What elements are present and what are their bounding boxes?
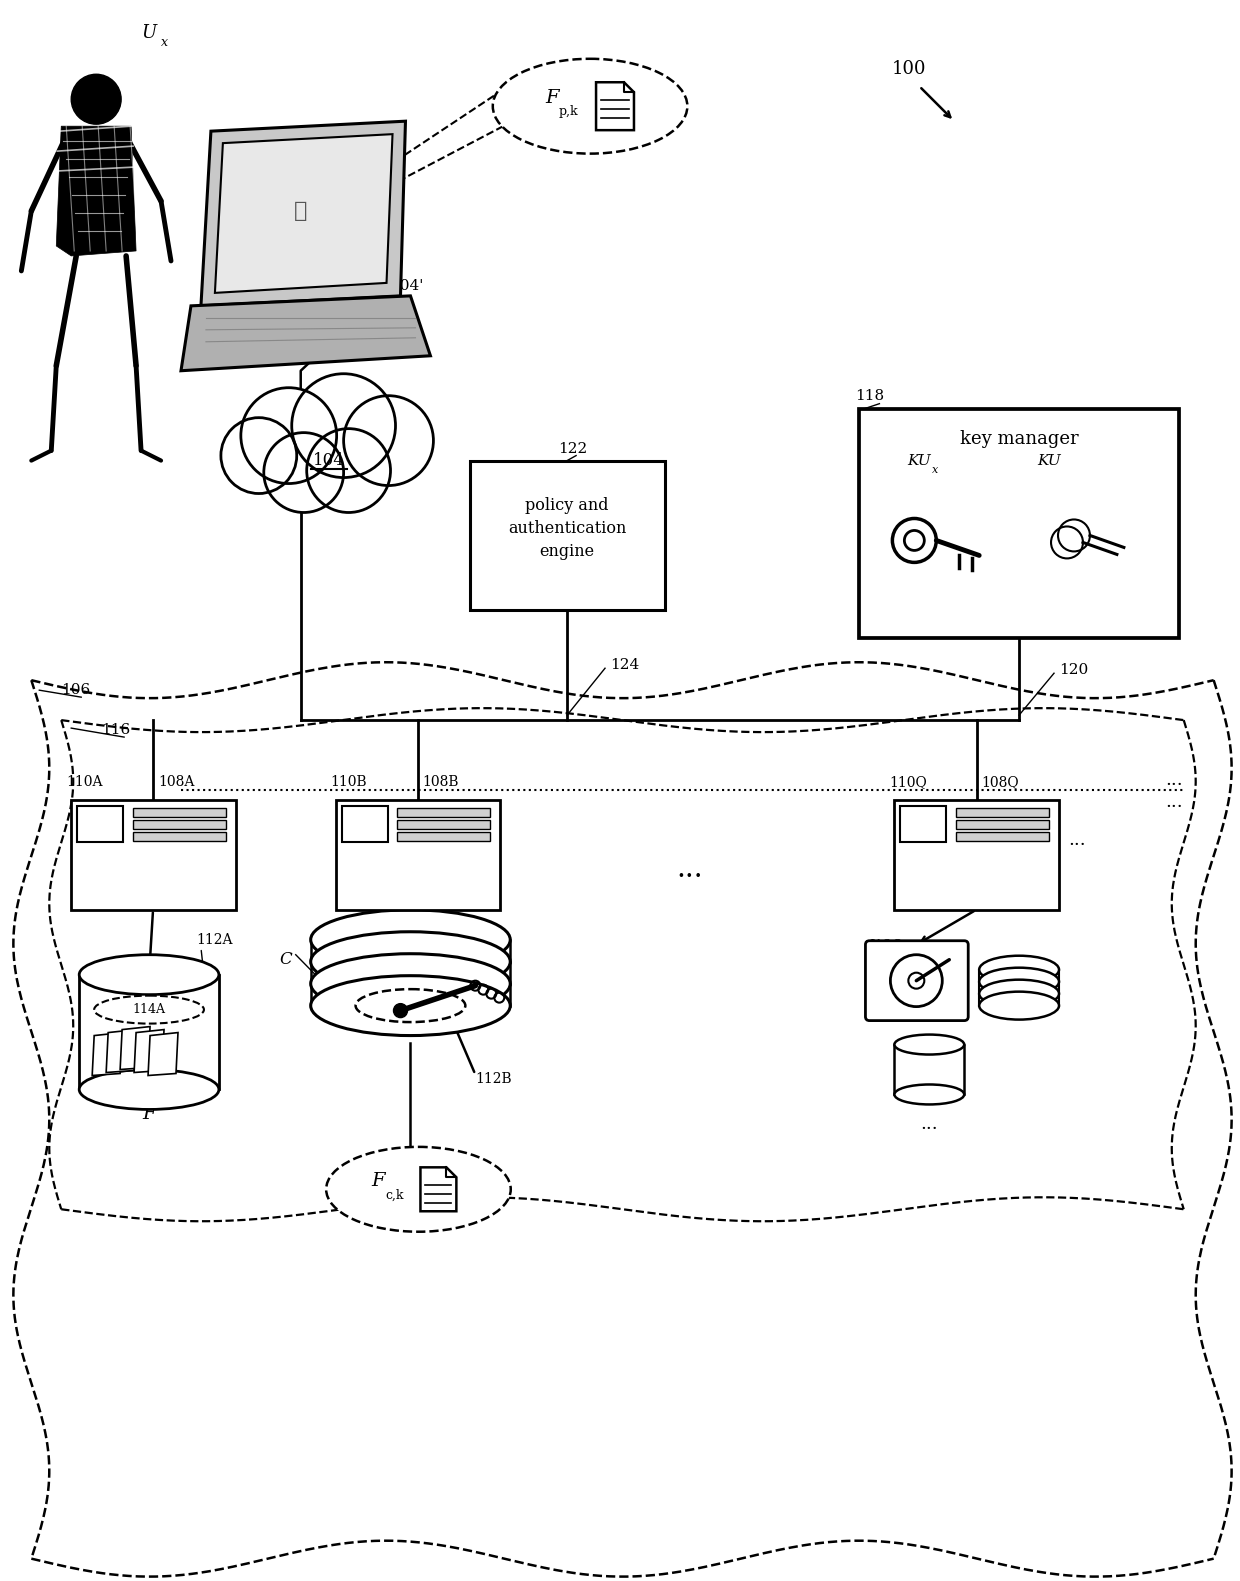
Text: ...: ... <box>1164 794 1183 811</box>
Polygon shape <box>56 126 136 256</box>
Circle shape <box>71 74 122 125</box>
Polygon shape <box>201 122 405 305</box>
Text: 106: 106 <box>62 683 91 697</box>
FancyBboxPatch shape <box>398 821 490 828</box>
Polygon shape <box>134 1029 164 1072</box>
Ellipse shape <box>94 996 203 1023</box>
Ellipse shape <box>311 975 510 1036</box>
Text: authentication: authentication <box>508 520 626 538</box>
Text: F: F <box>143 1105 156 1124</box>
Text: 100: 100 <box>892 60 926 79</box>
Text: c,k: c,k <box>386 1189 404 1202</box>
FancyBboxPatch shape <box>133 808 226 817</box>
Ellipse shape <box>311 909 510 969</box>
Polygon shape <box>92 1032 122 1075</box>
Text: x: x <box>932 465 939 474</box>
Ellipse shape <box>894 1034 965 1055</box>
Polygon shape <box>107 1029 136 1072</box>
Ellipse shape <box>311 953 510 1013</box>
Text: 102: 102 <box>224 304 253 318</box>
FancyBboxPatch shape <box>77 806 123 843</box>
Text: 108A: 108A <box>157 775 195 789</box>
Circle shape <box>291 373 396 477</box>
Text: 116: 116 <box>102 723 130 737</box>
Text: ...: ... <box>677 857 703 884</box>
Text: 118: 118 <box>854 389 884 403</box>
Text: 124: 124 <box>610 658 640 672</box>
Text: I12Q: I12Q <box>869 938 904 952</box>
Polygon shape <box>148 1032 179 1075</box>
Text: engine: engine <box>539 542 595 560</box>
FancyBboxPatch shape <box>342 806 388 843</box>
FancyBboxPatch shape <box>956 821 1049 828</box>
Ellipse shape <box>79 955 219 994</box>
FancyBboxPatch shape <box>133 821 226 828</box>
Ellipse shape <box>980 968 1059 996</box>
Text: KU: KU <box>908 454 931 468</box>
Text: F: F <box>546 89 559 108</box>
Text: 110A: 110A <box>66 775 103 789</box>
Circle shape <box>393 1004 408 1018</box>
Text: KU: KU <box>1037 454 1061 468</box>
Polygon shape <box>215 134 393 292</box>
Circle shape <box>306 428 391 512</box>
Text: C: C <box>279 952 293 968</box>
Text: key manager: key manager <box>960 430 1079 447</box>
Text: 108B: 108B <box>423 775 459 789</box>
FancyBboxPatch shape <box>470 460 665 610</box>
Ellipse shape <box>492 58 687 153</box>
Text: ...: ... <box>1164 772 1183 789</box>
FancyBboxPatch shape <box>71 800 236 909</box>
Text: ...: ... <box>1068 832 1086 849</box>
FancyBboxPatch shape <box>239 425 403 481</box>
Circle shape <box>343 395 434 485</box>
Circle shape <box>221 417 296 493</box>
Polygon shape <box>120 1026 150 1069</box>
Text: U: U <box>141 24 156 43</box>
Text: 104: 104 <box>312 452 345 470</box>
Ellipse shape <box>980 980 1059 1007</box>
Ellipse shape <box>79 1069 219 1110</box>
Ellipse shape <box>311 931 510 991</box>
Text: 122: 122 <box>558 441 588 455</box>
Ellipse shape <box>356 990 465 1021</box>
Text: 114A: 114A <box>133 1002 166 1017</box>
Text: ...: ... <box>920 1116 939 1134</box>
Text: 112A: 112A <box>196 933 232 947</box>
FancyBboxPatch shape <box>336 800 500 909</box>
FancyBboxPatch shape <box>133 832 226 841</box>
Text: 108Q: 108Q <box>981 775 1019 789</box>
FancyBboxPatch shape <box>956 808 1049 817</box>
FancyBboxPatch shape <box>900 806 946 843</box>
FancyBboxPatch shape <box>866 941 968 1021</box>
Text: F: F <box>372 1173 386 1190</box>
FancyBboxPatch shape <box>956 832 1049 841</box>
Polygon shape <box>596 82 634 130</box>
FancyBboxPatch shape <box>894 1045 965 1094</box>
Ellipse shape <box>326 1146 511 1232</box>
FancyBboxPatch shape <box>398 832 490 841</box>
Text: 110B: 110B <box>331 775 367 789</box>
Text: 112B: 112B <box>475 1072 512 1086</box>
FancyBboxPatch shape <box>79 974 219 1089</box>
Ellipse shape <box>980 955 1059 983</box>
Circle shape <box>241 387 336 484</box>
Text: p,k: p,k <box>558 104 578 117</box>
Text: 110Q: 110Q <box>889 775 928 789</box>
Text: 120: 120 <box>1059 662 1089 677</box>
Ellipse shape <box>980 991 1059 1020</box>
Text: policy and: policy and <box>526 496 609 514</box>
Polygon shape <box>420 1167 456 1211</box>
FancyBboxPatch shape <box>859 408 1179 639</box>
Polygon shape <box>181 296 430 370</box>
Text: ✋: ✋ <box>294 201 308 221</box>
Text: 104': 104' <box>391 278 424 292</box>
FancyBboxPatch shape <box>398 808 490 817</box>
Ellipse shape <box>894 1085 965 1105</box>
Circle shape <box>264 433 343 512</box>
Text: x: x <box>160 36 167 49</box>
FancyBboxPatch shape <box>894 800 1059 909</box>
